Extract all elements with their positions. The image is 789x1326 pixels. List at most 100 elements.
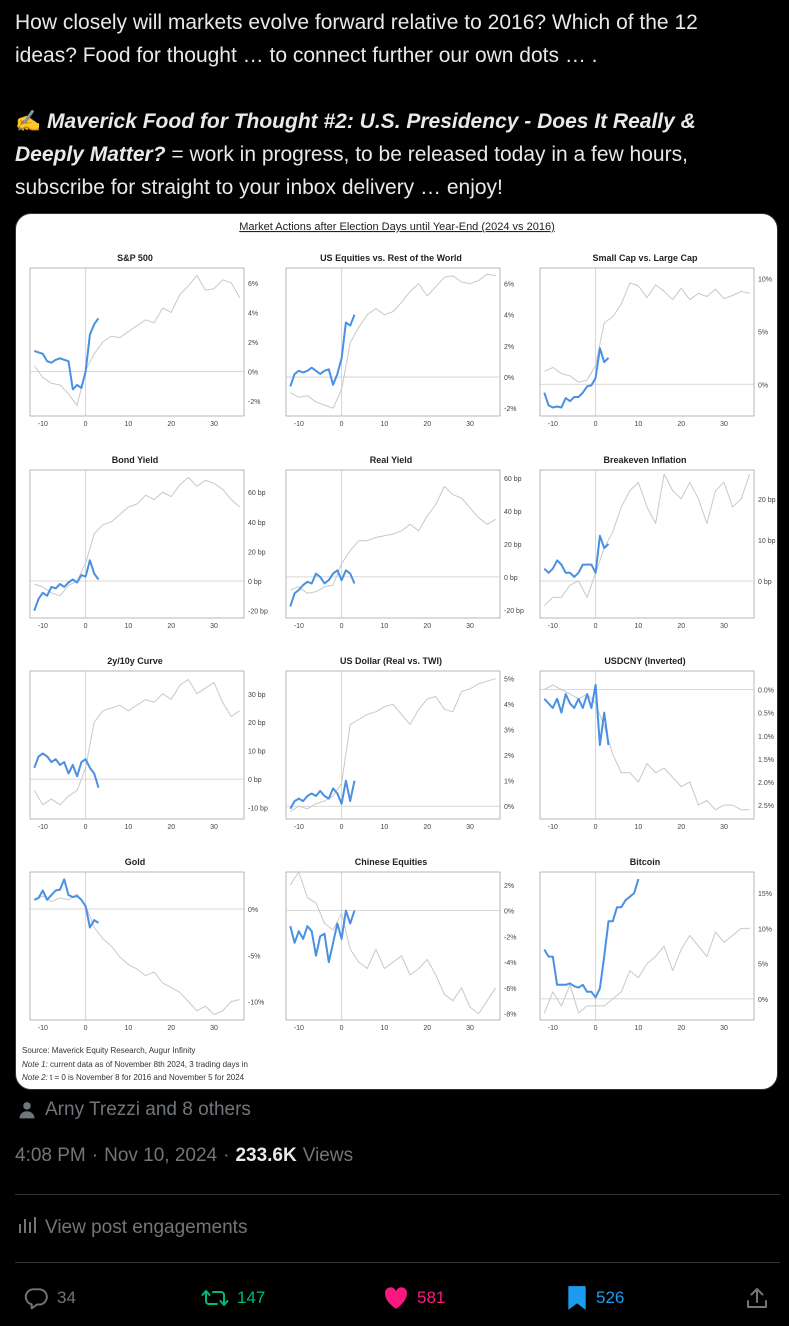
bookmark-button[interactable]: 526 (566, 1280, 624, 1316)
y-tick-label: 60 bp (248, 490, 266, 497)
plot-frame (285, 469, 501, 619)
x-tick-label: 10 (381, 1025, 389, 1032)
post-line-2: ideas? Food for thought … to connect fur… (15, 44, 598, 67)
series-2016-line (544, 684, 750, 811)
x-tick-label: 0 (340, 421, 344, 428)
series-2024-line (33, 752, 100, 788)
y-tick-label: 20 bp (248, 720, 266, 727)
series-2016-line (290, 273, 496, 409)
figure-title: Market Actions after Election Days until… (239, 221, 555, 233)
y-tick-label: 0 bp (504, 575, 518, 582)
x-tick-label: 0 (340, 1025, 344, 1032)
y-tick-label: 0.5% (758, 711, 774, 718)
y-tick-label: 5% (504, 677, 514, 684)
chart-panel: US Dollar (Real vs. TWI) -10 0 10 20 30 5% 4% 3%… (285, 656, 514, 831)
reply-icon (23, 1285, 49, 1311)
post-time[interactable]: 4:08 PM (15, 1145, 86, 1166)
y-tick-label: 2% (504, 344, 514, 351)
repost-button[interactable]: 147 (201, 1280, 265, 1316)
y-tick-label: -2% (504, 934, 516, 941)
post-line-4: = work in progress, to be released today… (165, 143, 688, 166)
like-count: 581 (417, 1288, 446, 1307)
chart-panel: US Equities vs. Rest of the World -10 0 10 2… (285, 253, 516, 428)
chart-panel: Chinese Equities -10 0 10 20 30 2% 0% -2% -4% -6% -… (285, 857, 516, 1032)
reply-button[interactable]: 34 (23, 1280, 76, 1316)
y-tick-label: 20 bp (758, 497, 776, 504)
y-tick-label: 4% (248, 310, 258, 317)
x-tick-label: 10 (125, 1025, 133, 1032)
y-tick-label: 2% (504, 753, 514, 760)
series-2016-line (34, 476, 241, 597)
y-tick-label: 0 bp (248, 579, 262, 586)
y-tick-label: 10 bp (248, 749, 266, 756)
x-tick-label: -10 (548, 824, 558, 831)
y-tick-label: 2% (248, 340, 258, 347)
post-text: How closely will markets evolve forward … (15, 6, 780, 204)
post-image[interactable]: Market Actions after Election Days until… (15, 213, 778, 1090)
series-2016-line (34, 893, 240, 1015)
x-tick-label: 30 (210, 824, 218, 831)
chart-title: Chinese Equities (355, 857, 428, 867)
view-engagements-label[interactable]: View post engagements (45, 1217, 248, 1238)
note-1-text: current data as of November 8th 2024, 3 … (48, 1060, 248, 1069)
x-tick-label: 0 (594, 623, 598, 630)
x-tick-label: -10 (548, 623, 558, 630)
share-button[interactable] (745, 1280, 769, 1316)
person-icon (17, 1100, 37, 1120)
post-meta: 4:08 PM · Nov 10, 2024 · 233.6K Views (15, 1145, 353, 1167)
liked-by-text[interactable]: Arny Trezzi and 8 others (45, 1099, 251, 1120)
y-tick-label: 60 bp (504, 476, 522, 483)
plot-frame (285, 670, 501, 820)
series-2016-line (544, 282, 750, 383)
x-tick-label: 20 (423, 1025, 431, 1032)
y-tick-label: 10% (758, 926, 772, 933)
meta-separator: · (91, 1145, 99, 1166)
liked-by[interactable]: Arny Trezzi and 8 others (17, 1097, 251, 1123)
bar-chart-icon (17, 1215, 37, 1241)
post-title-part-2: Deeply Matter? (15, 143, 166, 166)
plot-frame (29, 871, 245, 1021)
views-label: Views (302, 1145, 354, 1166)
y-tick-label: 0% (758, 997, 768, 1004)
x-tick-label: 20 (167, 1025, 175, 1032)
chart-panel: Real Yield -10 0 10 20 30 60 bp 40 bp 20 bp 0 bp -… (285, 455, 524, 630)
plot-frame (539, 267, 755, 417)
plot-frame (539, 670, 755, 820)
y-tick-label: 10 bp (758, 538, 776, 545)
chart-panel: S&P 500 -10 0 10 20 30 6% 4% 2% 0% -2% (29, 253, 260, 428)
y-tick-label: 0% (248, 907, 258, 914)
repost-count: 147 (237, 1288, 266, 1307)
chart-title: USDCNY (Inverted) (604, 656, 685, 666)
x-tick-label: 30 (466, 1025, 474, 1032)
x-tick-label: 30 (720, 1025, 728, 1032)
y-tick-label: -20 bp (248, 609, 268, 616)
x-tick-label: 0 (84, 1025, 88, 1032)
series-2024-line (543, 347, 610, 409)
y-tick-label: -6% (504, 986, 516, 993)
plot-frame (29, 267, 245, 417)
post-date[interactable]: Nov 10, 2024 (104, 1145, 218, 1166)
view-engagements-link[interactable]: View post engagements (17, 1215, 247, 1241)
x-tick-label: 30 (210, 1025, 218, 1032)
y-tick-label: 6% (504, 282, 514, 289)
bookmark-count: 526 (596, 1288, 625, 1307)
y-tick-label: 40 bp (504, 509, 522, 516)
y-tick-label: -10 bp (248, 806, 268, 813)
post-line-5: subscribe for straight to your inbox del… (15, 176, 503, 199)
chart-title: Bitcoin (630, 857, 661, 867)
post-title-part-1: Maverick Food for Thought #2: U.S. Presi… (47, 110, 696, 133)
series-2024-line (289, 314, 356, 387)
series-2024-line (543, 534, 610, 578)
like-button[interactable]: 581 (383, 1280, 445, 1316)
chart-panel: Small Cap vs. Large Cap -10 0 10 20 30 10% 5% 0% (539, 253, 772, 428)
y-tick-label: 10% (758, 277, 772, 284)
x-tick-label: -10 (294, 623, 304, 630)
x-tick-label: 20 (423, 421, 431, 428)
series-2016-line (33, 679, 240, 806)
y-tick-label: 0 bp (758, 579, 772, 586)
series-2024-line (33, 317, 100, 391)
x-tick-label: 0 (594, 421, 598, 428)
chart-title: S&P 500 (117, 253, 153, 263)
x-tick-label: 0 (594, 824, 598, 831)
series-2024-line (289, 569, 356, 607)
